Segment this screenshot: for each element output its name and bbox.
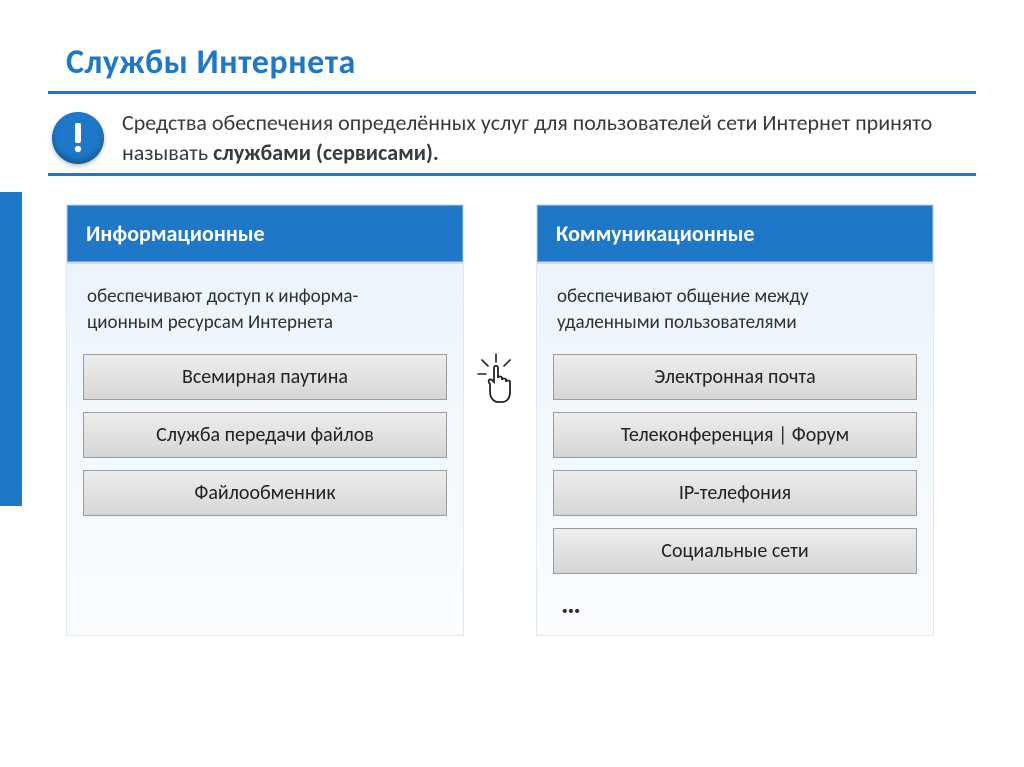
side-accent-bar — [0, 192, 22, 506]
click-cursor-icon — [472, 348, 532, 408]
rule-top — [48, 91, 976, 94]
item-file-transfer[interactable]: Служба передачи файлов — [83, 412, 447, 458]
panel-desc-communication: обеспечивают общение между удаленными по… — [537, 262, 933, 353]
item-www[interactable]: Всемирная паутина — [83, 354, 447, 400]
page-title: Службы Интернета — [48, 30, 976, 91]
item-email[interactable]: Электронная почта — [553, 354, 917, 400]
panel-informational: Информационные обеспечивают доступ к инф… — [66, 204, 464, 635]
item-file-sharing[interactable]: Файлообменник — [83, 470, 447, 516]
intro-bold: службами (сервисами). — [213, 139, 439, 166]
item-ip-telephony[interactable]: IP-телефония — [553, 470, 917, 516]
rule-bottom — [48, 173, 976, 176]
panel-header-informational: Информационные — [67, 205, 463, 262]
intro-row: Средства обеспечения определённых услуг … — [48, 102, 976, 173]
panel-header-communication: Коммуникационные — [537, 205, 933, 262]
panel-communication: Коммуникационные обеспечивают общение ме… — [536, 204, 934, 635]
info-badge — [52, 112, 104, 164]
item-teleconference[interactable]: Телеконференция | Форум — [553, 412, 917, 458]
panels-container: Информационные обеспечивают доступ к инф… — [48, 204, 976, 635]
ellipsis: … — [537, 586, 933, 621]
intro-text: Средства обеспечения определённых услуг … — [122, 108, 976, 167]
item-social-networks[interactable]: Социальные сети — [553, 528, 917, 574]
panel-desc-informational: обеспечивают доступ к информа-ционным ре… — [67, 262, 463, 353]
slide: Службы Интернета Средства обеспечения оп… — [0, 0, 1024, 767]
exclamation-icon — [71, 123, 85, 153]
